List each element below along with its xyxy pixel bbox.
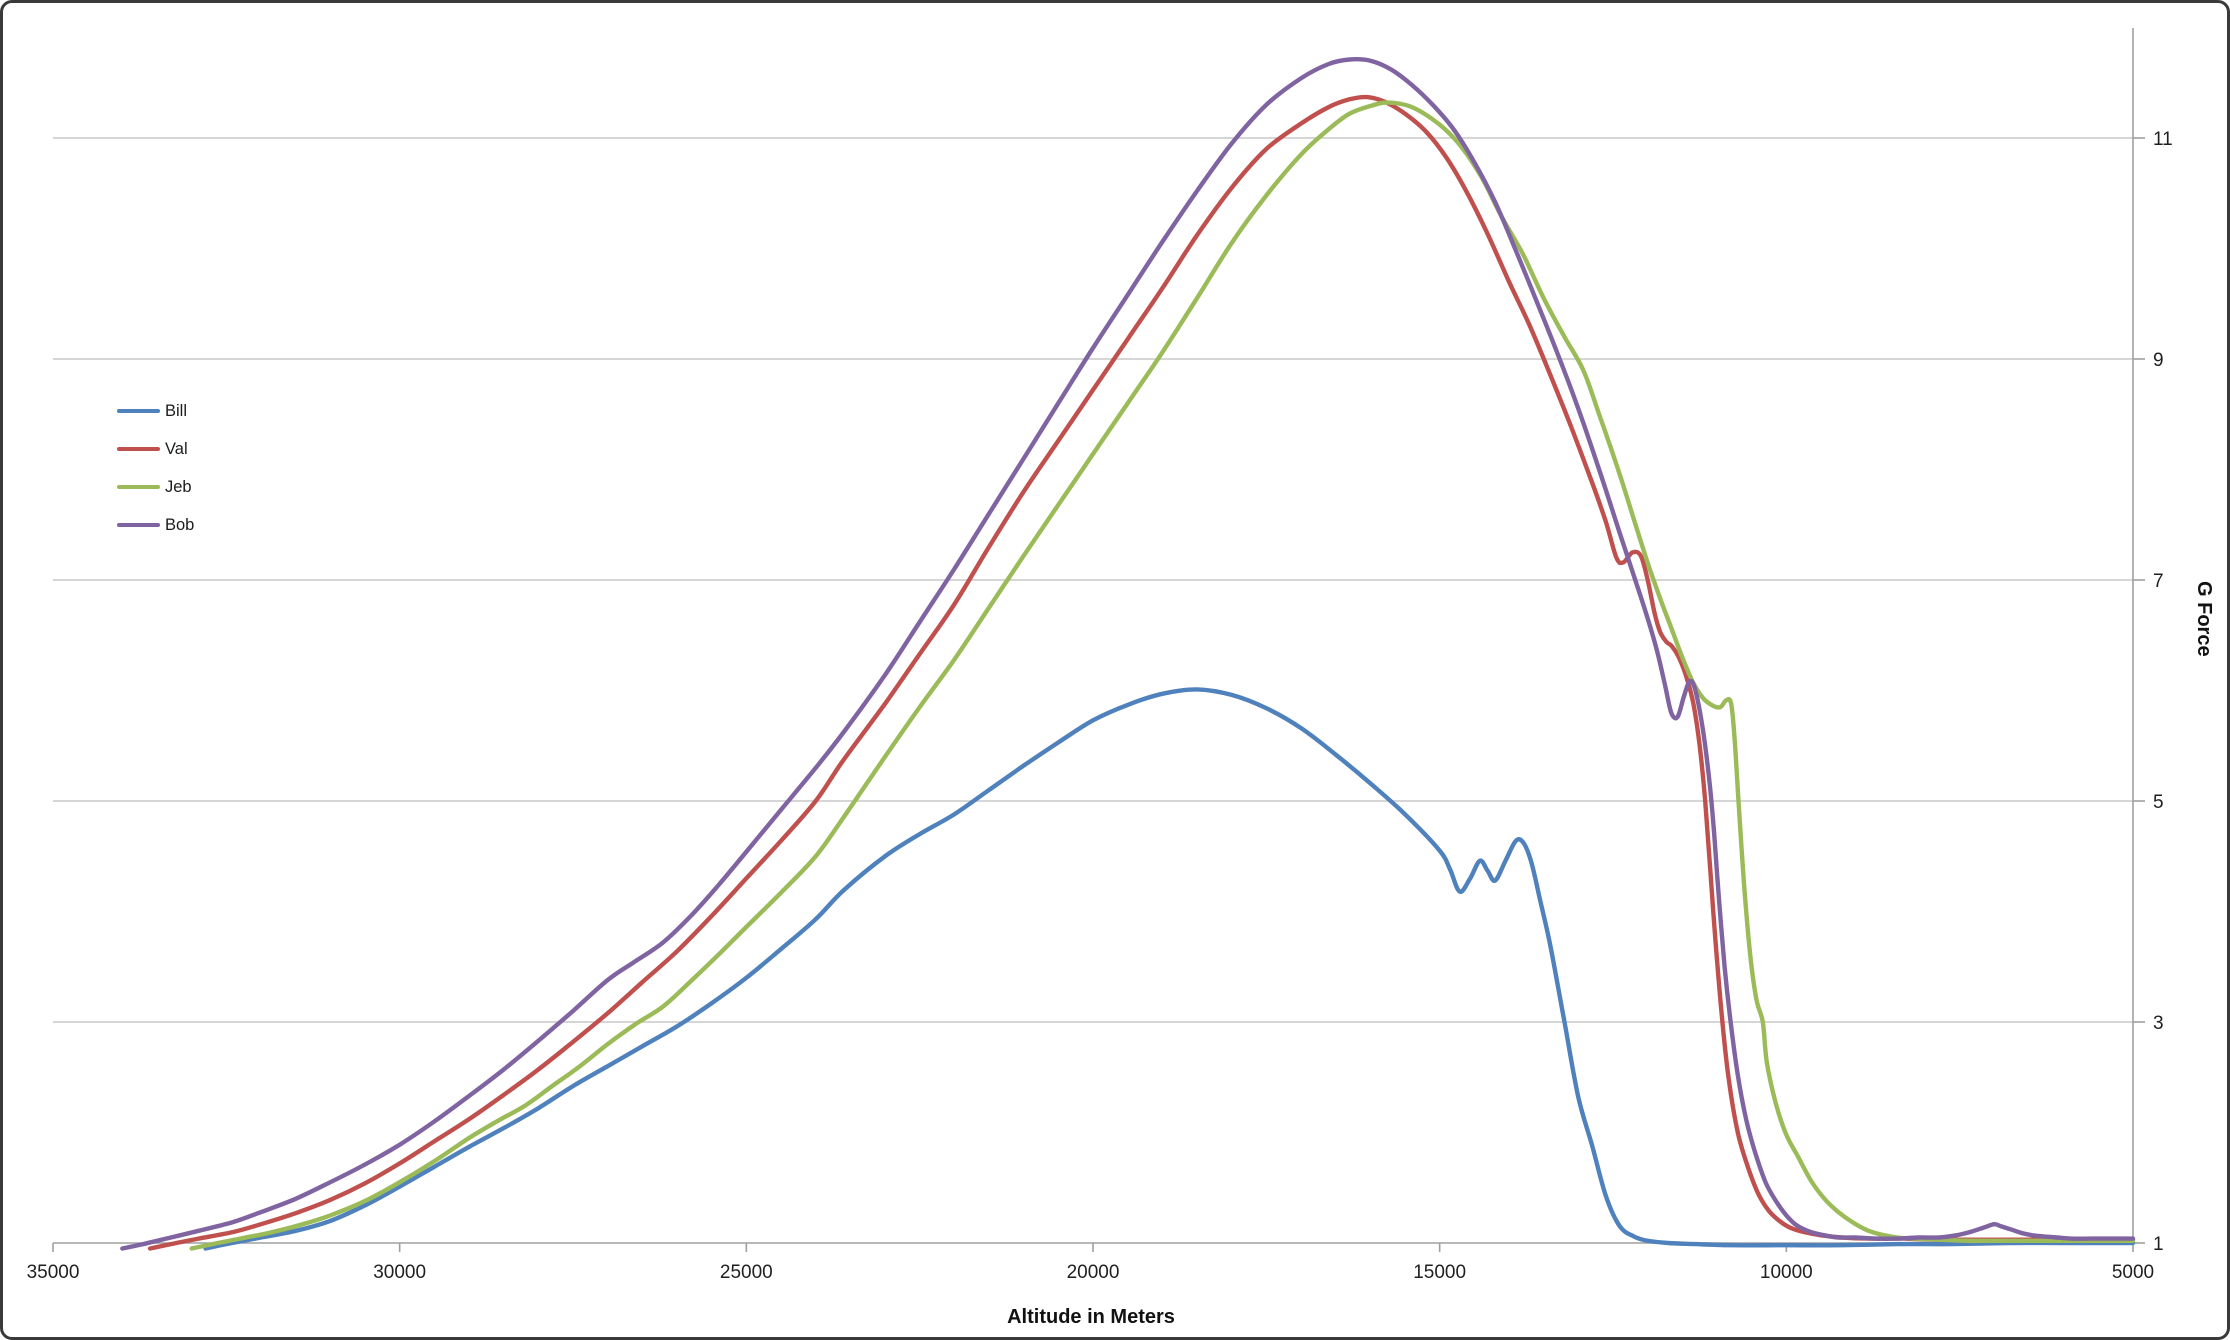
y-axis-title: G Force <box>2193 581 2215 657</box>
y-tick-label-9: 9 <box>2153 350 2164 371</box>
x-axis-title: Altitude in Meters <box>1007 1306 1175 1328</box>
series-line-jeb <box>189 100 2136 1251</box>
x-tick-label-20000: 20000 <box>1067 1262 1120 1283</box>
legend: Bill Val Jeb Bob <box>117 392 194 544</box>
x-tick-label-25000: 25000 <box>720 1262 773 1283</box>
legend-item-val: Val <box>117 430 194 468</box>
y-tick-label-1: 1 <box>2153 1234 2164 1255</box>
legend-line-swatch-bill <box>117 409 160 413</box>
legend-label: Bob <box>165 515 195 534</box>
legend-label: Jeb <box>165 477 192 496</box>
series-line-val <box>147 94 2136 1251</box>
x-tick-label-35000: 35000 <box>27 1262 80 1283</box>
y-tick-label-3: 3 <box>2153 1013 2164 1034</box>
legend-item-bob: Bob <box>117 506 194 544</box>
y-tick-label-5: 5 <box>2153 792 2164 813</box>
x-tick-label-30000: 30000 <box>373 1262 426 1283</box>
y-tick-label-11: 11 <box>2153 129 2173 150</box>
y-tick-label-7: 7 <box>2153 571 2164 592</box>
legend-line-swatch-val <box>117 447 160 451</box>
legend-line-swatch-jeb <box>117 485 160 489</box>
legend-label: Bill <box>165 401 188 420</box>
x-tick-label-10000: 10000 <box>1760 1262 1813 1283</box>
x-tick-label-15000: 15000 <box>1413 1262 1466 1283</box>
plot-area: 35000 30000 25000 20000 15000 10000 5000 1 3 5 7 9 1… <box>27 28 2173 1283</box>
legend-item-bill: Bill <box>117 392 194 430</box>
legend-label: Val <box>165 439 188 458</box>
legend-line-swatch-bob <box>117 523 160 527</box>
series-line-bob <box>120 57 2136 1251</box>
series-line-bill <box>203 687 2136 1251</box>
x-tick-label-5000: 5000 <box>2112 1262 2154 1283</box>
legend-item-jeb: Jeb <box>117 468 194 506</box>
